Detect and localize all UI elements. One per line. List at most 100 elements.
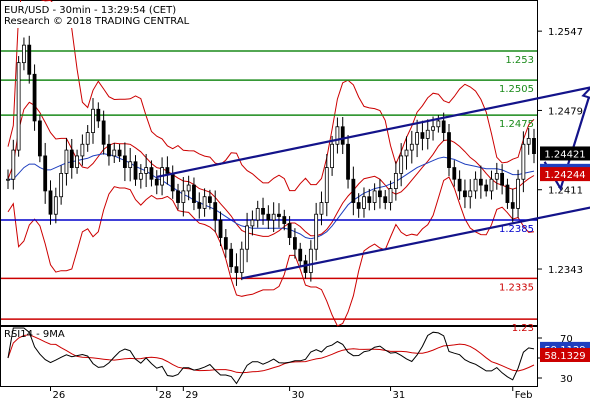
- candle-body: [128, 161, 133, 168]
- level-label: 1.2505: [499, 84, 534, 95]
- candle-body: [393, 173, 398, 189]
- candle-body: [149, 167, 154, 180]
- candle-body: [234, 266, 239, 273]
- candle-body: [85, 132, 90, 145]
- candle-body: [340, 126, 345, 145]
- candle-body: [186, 184, 191, 192]
- candle-body: [452, 167, 457, 180]
- price-badge-label: 1.24421: [544, 149, 585, 160]
- rsi-badge-label: 58.1329: [544, 351, 585, 362]
- candle-body: [409, 143, 414, 151]
- candle-body: [11, 149, 16, 180]
- candle-body: [43, 155, 48, 192]
- candle-body: [521, 143, 526, 180]
- candle-body: [250, 219, 255, 227]
- candle-body: [27, 44, 32, 75]
- candle-body: [197, 202, 202, 209]
- candle-body: [202, 196, 207, 209]
- candle-body: [271, 213, 276, 221]
- rsi-line: [7, 327, 535, 385]
- y-tick-label: 1.2411: [548, 186, 583, 197]
- rsi-title: RSI14 - 9MA: [4, 329, 65, 340]
- candle-body: [261, 207, 265, 215]
- candle-body: [107, 143, 111, 157]
- channel-lower-line: [241, 206, 590, 280]
- candle-body: [165, 167, 170, 174]
- candle-body: [101, 120, 106, 145]
- moving-average: [8, 153, 535, 240]
- candle-body: [484, 184, 489, 192]
- candle-body: [144, 167, 149, 174]
- candle-body: [16, 62, 21, 151]
- candle-body: [378, 190, 382, 198]
- candle-body: [32, 73, 37, 122]
- candle-body: [404, 149, 409, 157]
- rsi-panel-frame: [0, 326, 538, 387]
- candle-body: [298, 248, 303, 262]
- candle-body: [346, 143, 350, 180]
- candle-body: [505, 184, 510, 203]
- chart-title: EUR/USD - 30min - 13:29:54 (CET): [4, 5, 176, 16]
- candle-body: [22, 44, 26, 64]
- candle-body: [420, 132, 425, 139]
- candle-body: [388, 188, 393, 203]
- candle-body: [314, 213, 319, 250]
- bollinger-middle: [7, 101, 535, 237]
- candle-body: [516, 178, 520, 209]
- price-badge: [540, 167, 590, 182]
- candle-body: [415, 132, 420, 145]
- candle-body: [245, 225, 249, 250]
- candle-body: [431, 126, 435, 131]
- price-badge: [540, 146, 590, 161]
- candle-body: [494, 173, 499, 180]
- candle-body: [239, 248, 244, 273]
- candle-body: [282, 216, 287, 224]
- candles: [6, 35, 536, 286]
- candle-body: [122, 155, 127, 168]
- level-label: 1.23: [512, 323, 534, 334]
- candle-body: [133, 161, 138, 180]
- candle-body: [463, 190, 467, 198]
- candle-body: [266, 213, 271, 221]
- candle-body: [324, 167, 329, 203]
- candle-body: [478, 178, 483, 186]
- candle-body: [473, 178, 478, 192]
- bollinger-upper: [7, 0, 535, 192]
- candle-body: [218, 219, 223, 238]
- x-tick-label: 29: [185, 390, 198, 400]
- candle-body: [91, 108, 95, 133]
- candle-body: [526, 138, 531, 145]
- candle-body: [255, 207, 260, 221]
- candle-body: [192, 184, 196, 203]
- candle-body: [48, 190, 53, 215]
- candle-body: [356, 202, 361, 209]
- candle-body: [213, 202, 218, 221]
- candle-body: [96, 108, 101, 122]
- projection-arrowhead: [581, 87, 590, 99]
- level-label: 1.253: [505, 55, 534, 66]
- candle-body: [532, 138, 536, 154]
- candle-body: [37, 120, 42, 157]
- y-tick-label: 1.2479: [548, 106, 583, 117]
- x-tick-label: 26: [53, 390, 66, 400]
- candle-body: [112, 149, 117, 157]
- channel-upper-line: [156, 86, 590, 178]
- level-label: 1.2385: [499, 224, 534, 235]
- y-tick-label: 1.2547: [548, 27, 583, 38]
- price-panel-frame: [0, 0, 538, 326]
- candle-body: [207, 196, 212, 203]
- candle-body: [138, 173, 143, 180]
- candle-body: [372, 190, 377, 203]
- candle-body: [59, 173, 64, 198]
- rsi-badge: [540, 348, 590, 362]
- candle-body: [510, 202, 515, 209]
- candle-body: [277, 213, 281, 217]
- candle-body: [367, 196, 372, 203]
- candle-body: [436, 120, 441, 128]
- x-tick-label: 28: [159, 390, 172, 400]
- candle-body: [176, 190, 180, 203]
- candle-body: [425, 129, 430, 139]
- candle-body: [399, 155, 404, 174]
